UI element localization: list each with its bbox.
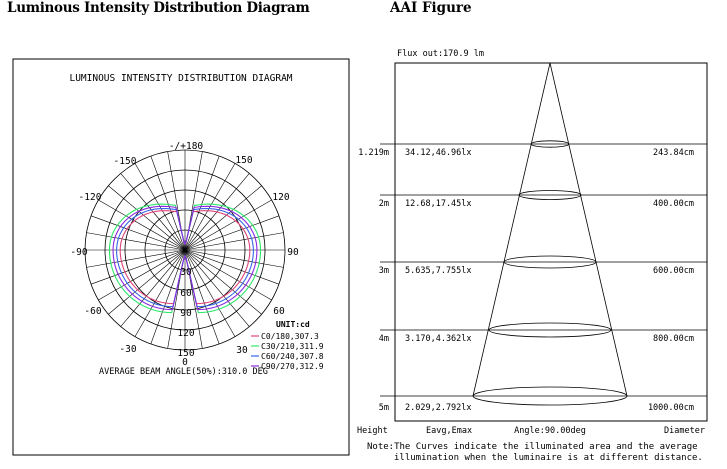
- diameter-5: 1000.00cm: [648, 403, 694, 413]
- grid-spoke: [150, 249, 186, 345]
- grid-spoke: [184, 215, 280, 251]
- note-line-1: Note:The Curves indicate the illuminated…: [367, 442, 698, 452]
- radial-label-30: 30: [180, 267, 192, 278]
- grid-spoke: [184, 155, 220, 251]
- flux-label: Flux out:170.9 lm: [397, 49, 484, 59]
- polar-curves: [108, 203, 262, 314]
- grid-spoke: [150, 155, 186, 251]
- height-4: 4m: [379, 334, 389, 344]
- eavg-emax-2: 12.68,17.45lx: [405, 199, 472, 209]
- footer-height: Height: [357, 426, 388, 436]
- legend-label-c0: C0/180,307.3: [261, 332, 319, 341]
- height-5: 5m: [379, 403, 389, 413]
- angle-label-neg90: -90: [70, 247, 87, 258]
- angle-label-neg150: -150: [114, 156, 137, 167]
- grid-spoke: [184, 249, 220, 345]
- grid-spoke: [86, 249, 186, 268]
- radial-label-90: 90: [180, 308, 192, 319]
- polar-diagram: LUMINOUS INTENSITY DISTRIBUTION DIAGRAM …: [12, 58, 350, 456]
- radial-label-120: 120: [177, 328, 194, 339]
- grid-spoke: [184, 249, 236, 337]
- grid-spoke: [134, 249, 186, 337]
- diameter-1: 243.84cm: [653, 148, 694, 158]
- angle-label-bottom: 0: [182, 357, 188, 368]
- angle-label-120: 120: [272, 192, 289, 203]
- cone-right-edge: [549, 62, 628, 397]
- cone-section-1: [530, 140, 570, 148]
- radial-label-150: 150: [177, 348, 194, 359]
- grid-spoke: [108, 185, 186, 251]
- legend-label-c60: C60/240,307.8: [261, 352, 324, 361]
- height-3: 3m: [379, 266, 389, 276]
- grid-spoke: [184, 199, 272, 251]
- grid-spoke: [184, 185, 262, 251]
- cone-section-2: [518, 190, 582, 200]
- grid-spoke: [184, 232, 284, 251]
- note-line-2: illumination when the luminaire is at di…: [394, 453, 703, 463]
- unit-label: UNIT:cd: [276, 320, 310, 329]
- eavg-emax-3: 5.635,7.755lx: [405, 266, 472, 276]
- distribution-curve-3: [112, 205, 258, 311]
- grid-spoke: [184, 249, 250, 327]
- footer-eavg: Eavg,Emax: [426, 426, 472, 436]
- grid-spoke: [184, 249, 262, 315]
- grid-spoke: [108, 249, 186, 315]
- legend-label-c90: C90/270,312.9: [261, 362, 324, 371]
- footer-diameter: Diameter: [664, 426, 705, 436]
- legend-label-c30: C30/210,311.9: [261, 342, 324, 351]
- grid-spoke: [98, 199, 186, 251]
- aai-frame: [394, 62, 708, 422]
- diameter-2: 400.00cm: [653, 199, 694, 209]
- grid-spoke: [120, 249, 186, 327]
- cone-left-edge: [472, 62, 551, 397]
- grid-spoke: [90, 215, 186, 251]
- eavg-emax-1: 34.12,46.96lx: [405, 148, 472, 158]
- aai-figure: Flux out:170.9 lm 1.219m 34.12,46.96lx 2…: [357, 49, 708, 463]
- grid-spoke: [90, 249, 186, 285]
- eavg-emax-5: 2.029,2.792lx: [405, 403, 472, 413]
- cone-section-5: [472, 386, 628, 406]
- height-2: 2m: [379, 199, 389, 209]
- grid-spoke: [98, 249, 186, 301]
- angle-label-150: 150: [235, 155, 252, 166]
- polar-diagram-heading: Luminous Intensity Distribution Diagram: [7, 0, 310, 16]
- grid-spoke: [184, 249, 280, 285]
- diameter-4: 800.00cm: [653, 334, 694, 344]
- cone-section-3: [503, 255, 597, 269]
- angle-label-60: 60: [273, 306, 285, 317]
- footer-angle: Angle:90.00deg: [514, 426, 586, 436]
- eavg-emax-4: 3.170,4.362lx: [405, 334, 472, 344]
- height-1: 1.219m: [358, 148, 389, 158]
- polar-title: LUMINOUS INTENSITY DISTRIBUTION DIAGRAM: [69, 73, 292, 84]
- grid-spoke: [184, 249, 284, 268]
- polar-grid: [84, 149, 286, 351]
- angle-label-neg120: -120: [79, 192, 102, 203]
- angle-label-neg60: -60: [84, 306, 101, 317]
- grid-spoke: [184, 249, 272, 301]
- grid-spoke: [86, 232, 186, 251]
- angle-label-neg30: -30: [119, 344, 136, 355]
- legend: C0/180,307.3 C30/210,311.9 C60/240,307.8…: [251, 332, 324, 371]
- angle-label-top: -/+180: [169, 141, 204, 152]
- polar-frame: [12, 58, 350, 456]
- angle-label-90: 90: [287, 247, 299, 258]
- beam-angle-label: AVERAGE BEAM ANGLE(50%):310.0 DEG: [99, 367, 268, 377]
- angle-label-30: 30: [236, 345, 248, 356]
- cone-section-4: [488, 322, 612, 338]
- diameter-3: 600.00cm: [653, 266, 694, 276]
- radial-label-60: 60: [180, 288, 192, 299]
- aai-figure-heading: AAI Figure: [390, 0, 472, 16]
